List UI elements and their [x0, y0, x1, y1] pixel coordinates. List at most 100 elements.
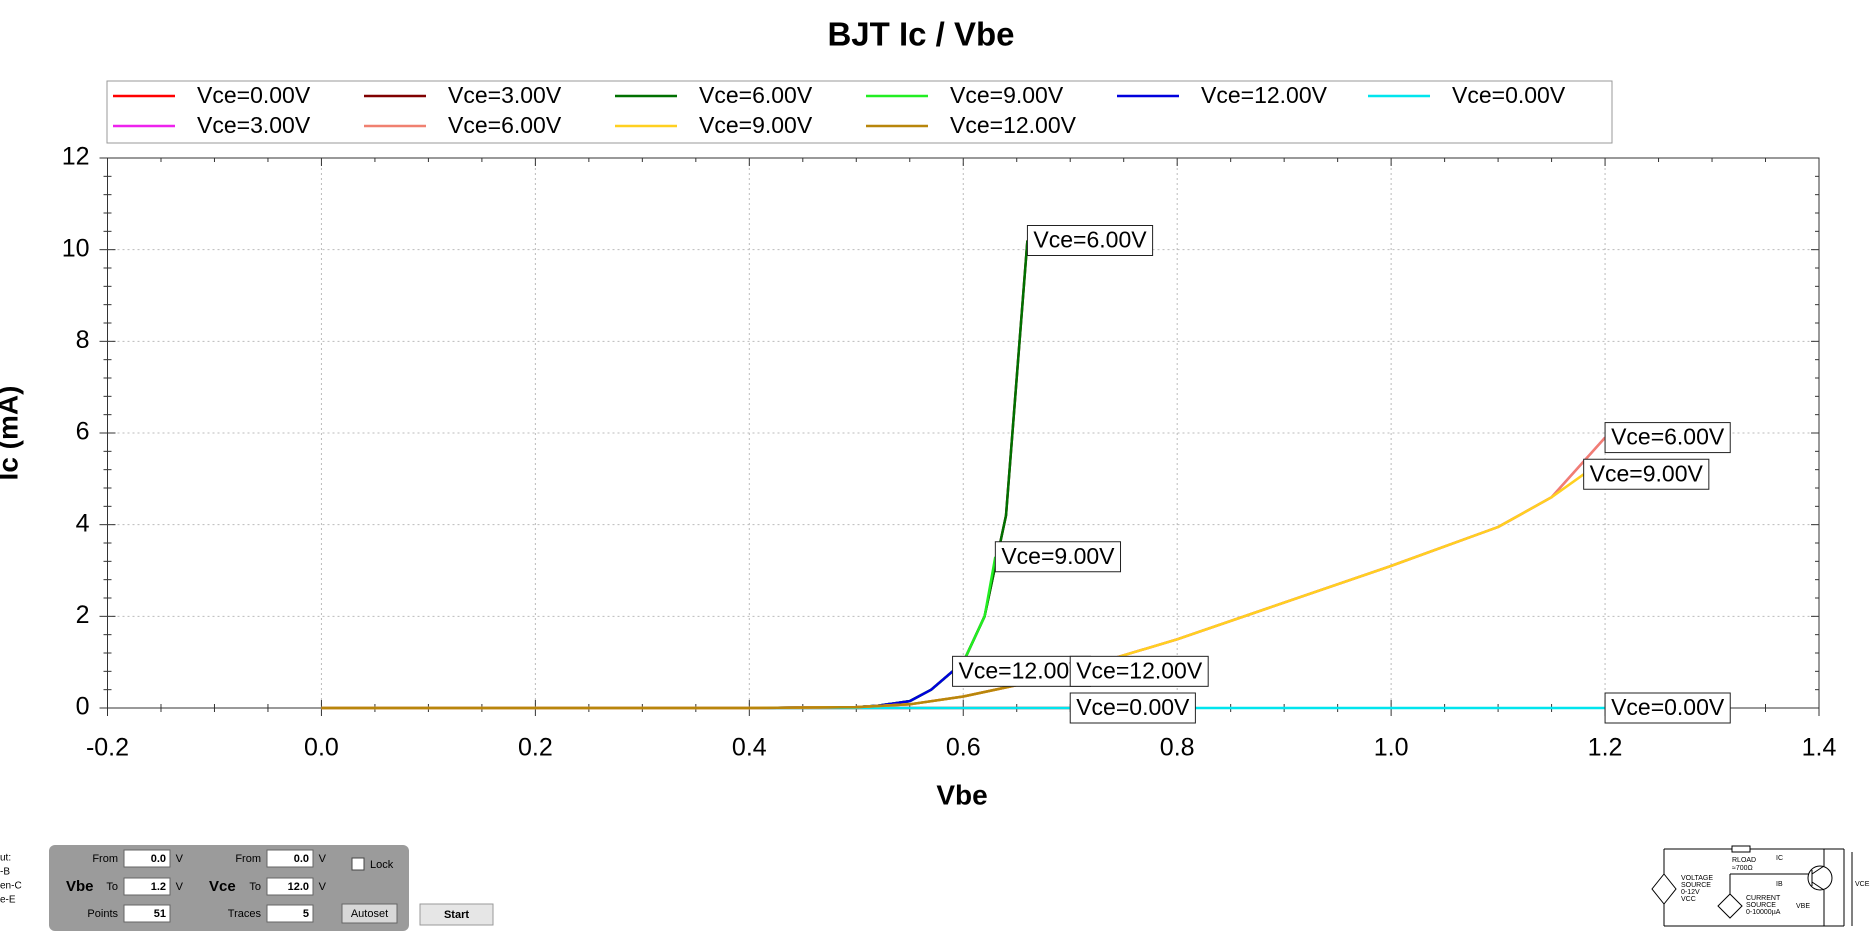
annotation-label: Vce=12.00V: [1076, 657, 1203, 683]
circuit-label: CURRENT: [1746, 895, 1781, 902]
input-value: 51: [154, 908, 166, 920]
x-tick-label: 1.4: [1802, 734, 1837, 762]
annotation-label: Vce=9.00V: [1590, 460, 1704, 486]
control-label: V: [176, 881, 184, 893]
circuit-label: VCE: [1855, 881, 1870, 888]
wire: [1811, 881, 1825, 891]
input-value: 0.0: [294, 853, 309, 865]
annotation-label: Vce=9.00V: [1001, 543, 1115, 569]
legend-label: Vce=3.00V: [448, 82, 562, 108]
side-label: e-E: [0, 895, 16, 906]
circuit-label: IC: [1776, 855, 1783, 862]
y-tick-label: 0: [76, 693, 90, 721]
control-label: V: [319, 853, 327, 865]
circuit-label: SOURCE: [1746, 902, 1776, 909]
current-source: [1717, 893, 1743, 919]
side-label: -B: [0, 867, 10, 878]
control-label: V: [319, 881, 327, 893]
x-tick-label: 0.2: [518, 734, 553, 762]
annotation: Vce=9.00V: [994, 541, 1122, 573]
control-label: To: [249, 881, 261, 893]
control-label: From: [92, 853, 118, 865]
annotation: Vce=9.00V: [1583, 458, 1710, 490]
x-tick-label: 1.0: [1374, 734, 1409, 762]
lock-checkbox[interactable]: [351, 857, 365, 871]
legend-label: Vce=0.00V: [197, 82, 311, 108]
input-box[interactable]: [266, 849, 314, 868]
input-value: 12.0: [288, 881, 309, 893]
circuit-label: 0-10000µA: [1746, 909, 1781, 916]
control-title: Vbe: [66, 878, 94, 895]
legend-label: Vce=12.00V: [1201, 82, 1328, 108]
annotation-box: [1069, 692, 1196, 724]
annotation-box: [994, 541, 1122, 573]
input-box[interactable]: [123, 904, 171, 923]
annotation-box: [952, 655, 1092, 687]
legend-box: [106, 80, 1613, 144]
control-label: V: [176, 853, 184, 865]
wire: [1811, 865, 1825, 875]
annotation-box: [1604, 692, 1731, 724]
autoset-button[interactable]: [341, 903, 398, 924]
y-tick-label: 4: [76, 509, 90, 537]
annotation-label: Vce=6.00V: [1033, 227, 1147, 253]
circuit-label: 0-12V: [1681, 889, 1700, 896]
legend-label: Vce=3.00V: [197, 112, 311, 138]
circuit-label: RLOAD: [1732, 857, 1756, 864]
y-tick-label: 8: [76, 326, 90, 354]
lock-label: Lock: [370, 859, 394, 871]
voltage-source: [1651, 873, 1677, 905]
input-box[interactable]: [123, 877, 171, 896]
legend-label: Vce=6.00V: [448, 112, 562, 138]
x-tick-label: 0.0: [304, 734, 339, 762]
legend-label: Vce=12.00V: [950, 112, 1077, 138]
transistor: [1807, 865, 1833, 891]
input-value: 5: [303, 908, 309, 920]
annotation: Vce=0.00V: [1069, 692, 1196, 724]
y-axis-label: Ic (mA): [0, 386, 23, 481]
annotation-box: [1069, 655, 1209, 687]
chart-title: BJT Ic / Vbe: [827, 16, 1014, 53]
x-tick-label: 0.4: [732, 734, 767, 762]
series-line: [321, 240, 1029, 710]
legend-label: Vce=6.00V: [699, 82, 813, 108]
input-box[interactable]: [123, 849, 171, 868]
annotation: Vce=6.00V: [1026, 225, 1154, 256]
annotation-box: [1583, 458, 1710, 490]
legend-label: Vce=9.00V: [699, 112, 813, 138]
annotation-label: Vce=0.00V: [1076, 694, 1190, 720]
resistor: [1731, 845, 1751, 853]
circuit-label: VBE: [1796, 903, 1810, 910]
annotation-box: [1604, 422, 1731, 454]
side-label: ut:: [0, 853, 11, 864]
control-label: To: [106, 881, 118, 893]
annotation-label: Vce=0.00V: [1611, 694, 1725, 720]
y-tick-label: 12: [62, 143, 90, 171]
x-tick-label: -0.2: [86, 734, 129, 762]
side-label: en-C: [0, 881, 22, 892]
annotation-label: Vce=6.00V: [1611, 424, 1725, 450]
series-line: [321, 670, 1071, 710]
x-tick-label: 0.8: [1160, 734, 1195, 762]
input-box[interactable]: [266, 904, 314, 923]
control-label: From: [235, 853, 261, 865]
input-value: 0.0: [151, 853, 166, 865]
legend-label: Vce=0.00V: [1452, 82, 1566, 108]
control-label: Points: [87, 908, 118, 920]
start-button[interactable]: [419, 903, 494, 926]
circuit-label: IB: [1776, 881, 1783, 888]
start-label: Start: [444, 909, 469, 921]
control-title: Vce: [209, 878, 236, 895]
legend-label: Vce=9.00V: [950, 82, 1064, 108]
input-value: 1.2: [151, 881, 166, 893]
x-axis-label: Vbe: [936, 779, 987, 810]
input-box[interactable]: [266, 877, 314, 896]
annotation: Vce=0.00V: [1604, 692, 1731, 724]
y-tick-label: 6: [76, 418, 90, 446]
annotation-box: [1026, 225, 1154, 256]
series-line: [321, 670, 954, 710]
circuit-label: SOURCE: [1681, 882, 1711, 889]
annotation: Vce=12.00V: [952, 655, 1092, 687]
circuit-label: VOLTAGE: [1681, 875, 1713, 882]
